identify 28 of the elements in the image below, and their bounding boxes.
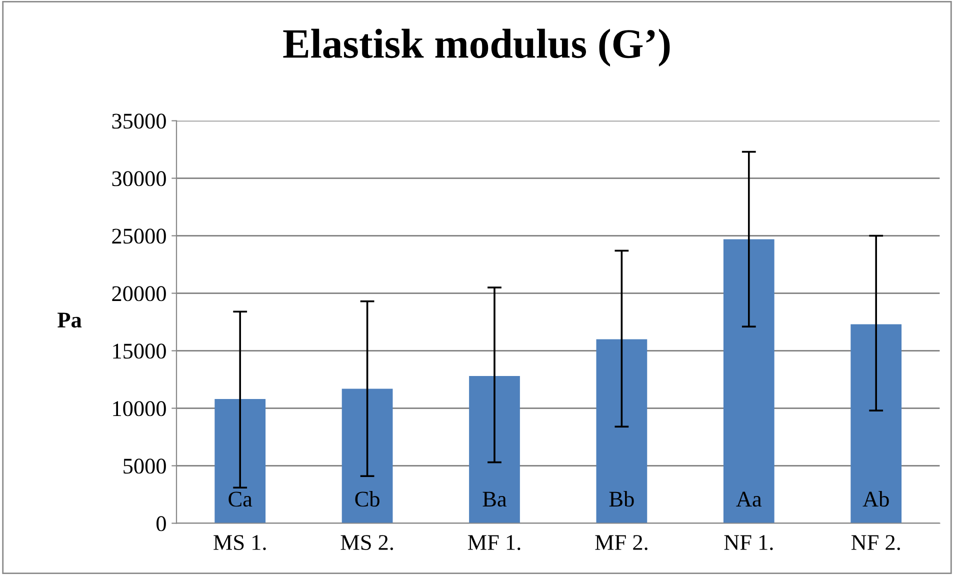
- y-tick-label: 25000: [112, 228, 166, 244]
- annotation: Cb: [355, 491, 380, 507]
- y-tick-label: 20000: [112, 286, 166, 302]
- x-tick-label: MS 2.: [340, 535, 393, 550]
- annotation: Ca: [228, 492, 252, 507]
- bar: [469, 376, 520, 524]
- chart-title: Elastisk modulus (G’): [283, 28, 670, 67]
- bar: [596, 339, 648, 524]
- x-tick-label: MS 1.: [214, 535, 266, 550]
- y-tick-label: 0: [156, 516, 166, 532]
- y-tick-label: 30000: [112, 171, 166, 186]
- x-tick-label: MF 2.: [595, 535, 648, 550]
- bar: [850, 324, 902, 524]
- annotation: Bb: [609, 491, 634, 507]
- bar: [214, 399, 266, 524]
- y-tick-label: 35000: [112, 114, 166, 129]
- annotation: Aa: [736, 492, 762, 507]
- y-axis-title: Pa: [58, 312, 82, 328]
- annotation: Ba: [482, 492, 507, 507]
- bar: [723, 239, 774, 524]
- x-tick-label: MF 1.: [468, 535, 520, 550]
- y-tick-label: 10000: [113, 401, 166, 416]
- bar: [342, 388, 393, 524]
- annotation: Ab: [862, 491, 889, 507]
- x-tick-label: NF 2.: [851, 535, 900, 550]
- y-tick-label: 15000: [113, 344, 166, 359]
- y-tick-label: 5000: [124, 458, 166, 474]
- x-tick-label: NF 1.: [724, 535, 773, 550]
